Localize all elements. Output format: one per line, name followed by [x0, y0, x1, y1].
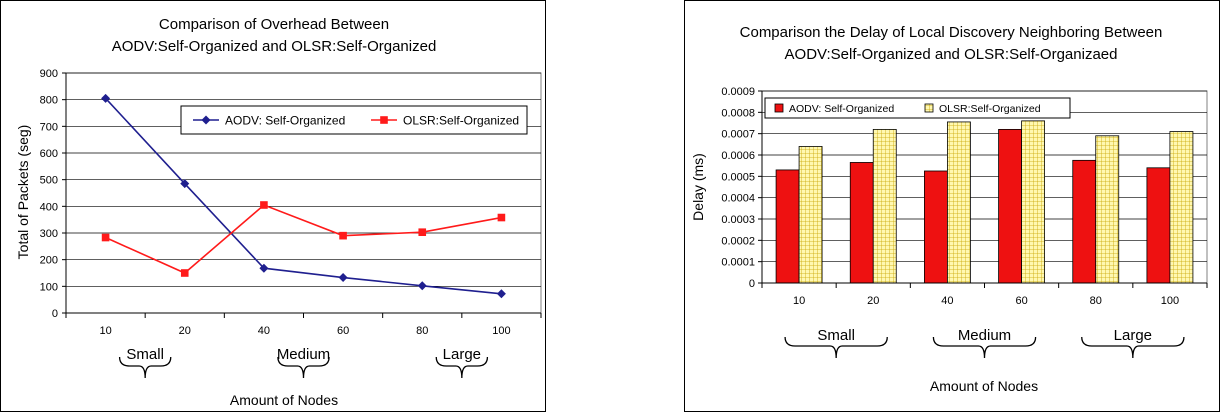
y-tick-label: 200 — [40, 255, 58, 267]
y-tick-label: 0.0001 — [721, 257, 755, 269]
y-tick-label: 500 — [40, 175, 58, 187]
legend-swatch-marker — [201, 115, 211, 125]
aodv-self-organized-bar — [1072, 159, 1097, 284]
aodv-self-organized-bar — [1146, 167, 1171, 284]
y-tick-label: 300 — [40, 228, 58, 240]
aodv-self-organized-point — [101, 93, 111, 103]
y-axis-label: Total of Packets (seg) — [15, 125, 31, 260]
legend-entry: OLSR:Self-Organized — [403, 114, 519, 128]
olsr-self-organized-bar — [1095, 135, 1120, 284]
olsr-self-organized-point — [260, 201, 268, 209]
y-tick-label: 600 — [40, 148, 58, 160]
olsr-self-organized-line — [105, 204, 502, 274]
group-brace-large — [1081, 336, 1185, 359]
olsr-self-organized-bar — [1169, 131, 1194, 284]
aodv-self-organized-bar — [775, 169, 800, 284]
y-tick-label: 400 — [40, 201, 58, 213]
aodv-self-organized-point — [180, 179, 190, 189]
x-tick-label: 80 — [416, 325, 428, 337]
y-tick-label: 0.0002 — [721, 235, 755, 247]
x-tick-label: 20 — [179, 325, 191, 337]
group-brace-medium — [932, 336, 1037, 359]
aodv-self-organized-line — [104, 97, 502, 295]
group-label-small: Small — [817, 327, 855, 344]
chart-title-line-2: AODV:Self-Organized and OLSR:Self-Organi… — [112, 38, 437, 55]
legend — [180, 105, 528, 135]
chart-title-line-2: AODV:Self-Organized and OLSR:Self-Organi… — [785, 46, 1118, 63]
x-axis-label: Amount of Nodes — [930, 378, 1038, 394]
legend-swatch-marker — [380, 116, 388, 124]
x-axis-label: Amount of Nodes — [230, 392, 338, 408]
y-tick-label: 0.0009 — [721, 86, 755, 98]
group-label-medium: Medium — [958, 327, 1011, 344]
y-tick-label: 0.0005 — [721, 171, 755, 183]
olsr-self-organized-bar — [1021, 120, 1045, 284]
aodv-self-organized-point — [259, 263, 269, 273]
aodv-self-organized-bar — [849, 162, 874, 284]
y-tick-label: 0.0003 — [721, 214, 755, 226]
x-tick-label: 100 — [1161, 295, 1179, 307]
y-tick-label: 0 — [749, 278, 755, 290]
x-tick-label: 10 — [793, 295, 805, 307]
chart-title-line-1: Comparison of Overhead Between — [159, 16, 389, 33]
legend — [764, 97, 1071, 119]
olsr-self-organized-point — [180, 269, 189, 277]
olsr-self-organized-bar — [872, 128, 897, 284]
group-label-large: Large — [443, 346, 481, 363]
y-tick-label: 800 — [40, 95, 58, 107]
group-label-large: Large — [1114, 327, 1152, 344]
x-tick-label: 100 — [492, 325, 510, 337]
group-label-medium: Medium — [277, 346, 330, 363]
y-tick-label: 100 — [40, 281, 58, 293]
plot-area — [761, 90, 1208, 284]
overhead-chart-panel: Comparison of Overhead Between AODV:Self… — [0, 0, 546, 412]
chart-title-line-1: Comparison the Delay of Local Discovery … — [740, 24, 1163, 41]
x-tick-label: 40 — [258, 325, 270, 337]
y-tick-label: 700 — [40, 121, 58, 133]
x-tick-label: 60 — [337, 325, 349, 337]
aodv-self-organized-bar — [924, 170, 948, 284]
y-tick-label: 0 — [52, 308, 58, 320]
y-tick-label: 0.0008 — [721, 107, 755, 119]
olsr-self-organized-point — [497, 213, 506, 222]
olsr-self-organized-bar — [947, 121, 971, 284]
olsr-self-organized-point — [101, 233, 110, 242]
legend-entry: AODV: Self-Organized — [789, 103, 894, 115]
aodv-self-organized-point — [496, 289, 506, 299]
legend-entry: AODV: Self-Organized — [225, 114, 345, 128]
x-tick-label: 80 — [1090, 295, 1102, 307]
delay-chart-panel: Comparison the Delay of Local Discovery … — [684, 0, 1220, 412]
legend-swatch — [774, 103, 784, 113]
group-label-small: Small — [126, 346, 164, 363]
y-tick-label: 0.0007 — [721, 129, 755, 141]
x-tick-label: 40 — [941, 295, 953, 307]
group-brace-large — [435, 356, 489, 379]
group-brace-medium — [277, 356, 330, 379]
aodv-self-organized-point — [417, 281, 427, 291]
x-tick-label: 20 — [867, 295, 879, 307]
legend-entry: OLSR:Self-Organized — [939, 103, 1041, 115]
group-brace-small — [118, 356, 172, 379]
x-tick-label: 60 — [1015, 295, 1027, 307]
y-axis-label: Delay (ms) — [690, 153, 706, 221]
y-tick-label: 0.0004 — [721, 193, 755, 205]
overhead-line-chart: Comparison of Overhead Between AODV:Self… — [15, 16, 542, 408]
aodv-self-organized-bar — [998, 128, 1022, 284]
aodv-self-organized-point — [338, 273, 348, 283]
olsr-self-organized-point — [418, 228, 427, 236]
olsr-self-organized-bar — [798, 146, 823, 284]
x-tick-label: 10 — [99, 325, 111, 337]
delay-bar-chart: Comparison the Delay of Local Discovery … — [690, 24, 1208, 394]
y-tick-label: 0.0006 — [721, 150, 755, 162]
group-brace-small — [784, 336, 888, 359]
olsr-self-organized-point — [339, 231, 347, 240]
y-tick-label: 900 — [40, 68, 58, 80]
legend-swatch — [924, 103, 934, 113]
